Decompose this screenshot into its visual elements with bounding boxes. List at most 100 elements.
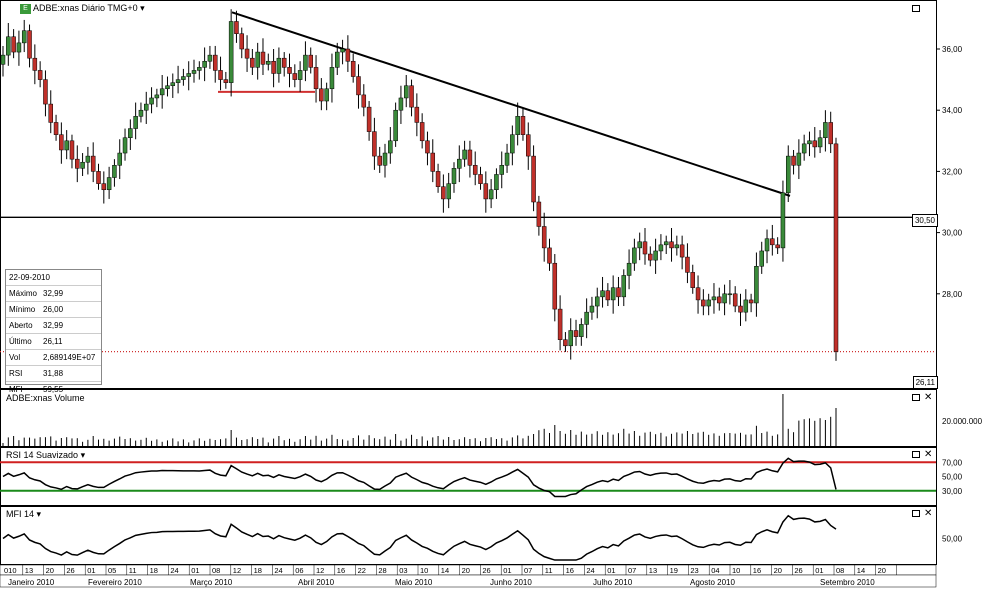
candle-body (833, 143, 839, 352)
candle-body (106, 177, 112, 191)
candle-body (605, 290, 611, 301)
month-label: Agosto 2010 (690, 578, 735, 587)
candle-body (669, 241, 674, 249)
candle-body (308, 54, 313, 68)
candle-body (430, 152, 436, 172)
candle-body (207, 54, 213, 62)
candle-body (472, 165, 478, 175)
candle-body (685, 256, 690, 273)
candle-body (563, 339, 568, 347)
candle-body (117, 152, 122, 166)
candle-body (250, 57, 255, 68)
candle-body (377, 155, 382, 166)
mfi-pane-title[interactable]: MFI 14 ▾ (6, 509, 41, 520)
candle-body (653, 250, 658, 261)
candle-body (658, 244, 664, 252)
date-tick-label: 07 (628, 566, 636, 575)
main-pane-title[interactable]: E ADBE:xnas Diário TMG+0 ▾ (20, 3, 145, 14)
dropdown-arrow-icon[interactable]: ▾ (36, 509, 42, 519)
candle-body (356, 76, 361, 96)
candle-body (361, 94, 367, 108)
candle-body (297, 70, 303, 80)
date-tick-label: 13 (649, 566, 657, 575)
candle-body (690, 272, 695, 288)
candle-body (526, 134, 531, 157)
close-mfi-icon[interactable]: ✕ (924, 508, 933, 519)
candle-body (122, 137, 128, 154)
candle-body (212, 54, 218, 71)
rsi-axis-label: 50,00 (942, 473, 963, 482)
date-tick-label: 12 (316, 566, 324, 575)
candle-body (64, 140, 69, 151)
dropdown-arrow-icon[interactable]: ▾ (80, 450, 86, 460)
candle-body (372, 131, 377, 157)
trendline (231, 11, 791, 197)
maximize-volume-icon[interactable] (912, 394, 920, 401)
candle-body (610, 287, 616, 301)
info-key: Vol (9, 353, 21, 362)
date-tick-label: 26 (66, 566, 74, 575)
candle-body (557, 308, 563, 340)
candle-body (69, 140, 75, 160)
candle-body (780, 192, 786, 249)
close-volume-icon[interactable]: ✕ (924, 392, 933, 403)
info-key: MFI (9, 385, 23, 394)
date-tick-label: 03 (399, 566, 407, 575)
date-tick-label: 08 (212, 566, 220, 575)
price-axis-label: 36,00 (942, 45, 963, 54)
candle-body (568, 330, 573, 347)
candle-body (197, 67, 202, 71)
candle-body (191, 70, 197, 74)
candle-body (748, 299, 754, 304)
candle-body (621, 275, 627, 298)
date-tick-label: 05 (108, 566, 116, 575)
info-date: 22-09-2010 (9, 273, 50, 282)
candle-body (218, 70, 223, 80)
candle-body (584, 311, 589, 325)
price-axis-label: 28,00 (942, 290, 963, 299)
price-axis-label: 30,00 (942, 229, 963, 238)
date-tick-label: 12 (233, 566, 241, 575)
info-key: Mínimo (9, 305, 36, 314)
candle-body (366, 106, 372, 132)
rsi-line (2, 457, 837, 498)
candle-body (165, 85, 170, 90)
date-tick-label: 16 (337, 566, 345, 575)
mfi-line (2, 514, 837, 561)
candle-body (149, 97, 154, 105)
candle-body (27, 30, 32, 59)
info-key: Último (9, 337, 32, 346)
date-tick-label: 13 (25, 566, 33, 575)
candle-body (648, 253, 653, 261)
candle-body (674, 244, 680, 249)
candle-body (589, 305, 595, 313)
candle-body (478, 174, 483, 184)
candle-body (398, 97, 404, 111)
last-price-tag: 26,11 (912, 376, 938, 389)
rsi-pane-title[interactable]: RSI 14 Suavizado ▾ (6, 450, 85, 461)
candle-body (234, 21, 239, 34)
info-row: Aberto 32,99 (6, 317, 101, 333)
info-row: Vol 2,689149E+07 (6, 349, 101, 365)
candle-body (0, 54, 6, 65)
dropdown-arrow-icon[interactable]: ▾ (140, 3, 145, 13)
price-axis-label: 34,00 (942, 106, 963, 115)
info-row: Mínimo 26,00 (6, 301, 101, 317)
candle-body (711, 296, 717, 301)
candle-body (722, 293, 727, 304)
maximize-mfi-icon[interactable] (912, 510, 920, 517)
candle-body (817, 137, 823, 148)
candle-body (59, 134, 64, 151)
info-row: RSI 31,88 (6, 365, 101, 381)
candle-body (706, 299, 711, 307)
date-tick-label: 01 (815, 566, 823, 575)
maximize-rsi-icon[interactable] (912, 451, 920, 458)
candle-body (154, 94, 160, 99)
date-tick-label: 06 (295, 566, 303, 575)
candle-body (579, 324, 584, 337)
candle-body (462, 149, 467, 160)
date-tick-label: 04 (711, 566, 719, 575)
close-rsi-icon[interactable]: ✕ (924, 449, 933, 460)
maximize-main-icon[interactable] (912, 5, 920, 12)
date-tick-label: 19 (670, 566, 678, 575)
